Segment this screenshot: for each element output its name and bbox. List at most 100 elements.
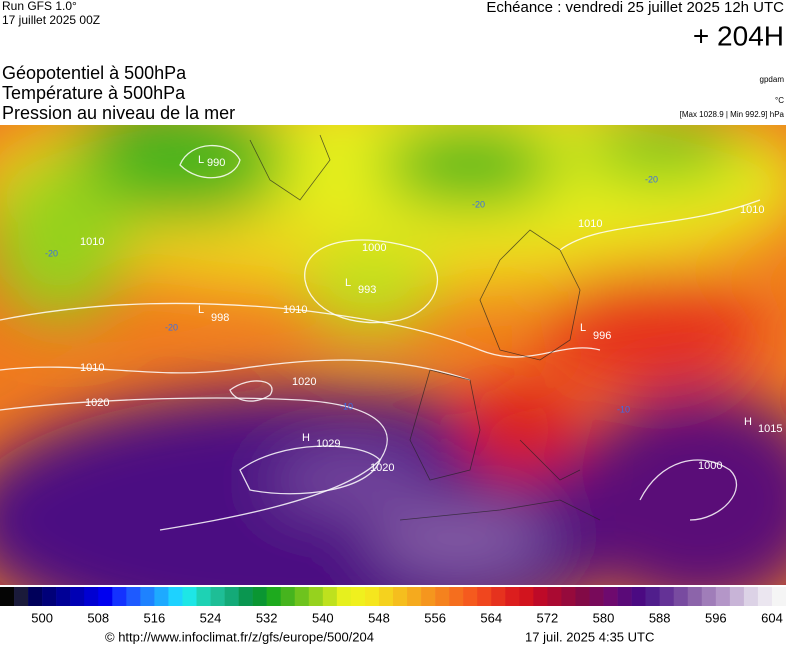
color-swatch [449, 587, 464, 606]
color-swatch [98, 587, 113, 606]
color-swatch [477, 587, 492, 606]
color-swatch [715, 587, 731, 606]
color-swatch [84, 587, 99, 606]
color-swatch [308, 587, 324, 606]
low-value: 990 [207, 157, 225, 169]
colorbar: 500 508 516 524 532 540 548 556 564 572 580 588 596 6… [0, 587, 786, 625]
color-swatch [743, 587, 759, 606]
color-swatch [757, 587, 773, 606]
color-swatch [126, 587, 141, 606]
color-swatch [252, 587, 267, 606]
color-swatch [561, 587, 576, 606]
color-swatch [168, 587, 183, 606]
color-swatch [322, 587, 338, 606]
color-swatch [28, 587, 43, 606]
low-letter: L [198, 154, 204, 166]
colorbar-label: 556 [424, 610, 446, 625]
high-letter: H [302, 432, 310, 444]
color-swatch [364, 587, 380, 606]
color-swatch [617, 587, 632, 606]
color-swatch [435, 587, 450, 606]
color-swatch [603, 587, 618, 606]
title: Pression au niveau de la mer [2, 103, 235, 123]
isotherm-label: -20 [645, 174, 658, 184]
isobar-label: 1010 [80, 236, 104, 248]
isotherm-label: -20 [165, 322, 178, 332]
colorbar-label: 596 [705, 610, 727, 625]
isotherm-label: -10 [340, 401, 353, 411]
colorbar-label: 540 [312, 610, 334, 625]
unit: gpdam [760, 75, 785, 84]
colorbar-label: 500 [31, 610, 53, 625]
source-url: © http://www.infoclimat.fr/z/gfs/europe/… [105, 629, 374, 644]
color-swatch [645, 587, 660, 606]
colorbar-label: 524 [200, 610, 222, 625]
title: Géopotentiel à 500hPa [2, 63, 187, 83]
generated: 17 juil. 2025 4:35 UTC [525, 629, 654, 644]
isotherm-label: -20 [472, 199, 485, 209]
colorbar-label: 548 [368, 610, 390, 625]
offset: + 204H [693, 20, 784, 51]
isobar-label: 1020 [85, 397, 109, 409]
color-swatch [659, 587, 675, 606]
colorbar-label: 588 [649, 610, 671, 625]
map: L 990 L 993 L 998 L 996 H 1029 H 1015 10… [0, 125, 786, 585]
color-swatch [14, 587, 29, 606]
color-swatch [266, 587, 282, 606]
color-swatch [575, 587, 590, 606]
color-swatch [70, 587, 85, 606]
color-swatch [42, 587, 57, 606]
color-swatch [224, 587, 239, 606]
color-swatch [294, 587, 310, 606]
color-swatch [350, 587, 366, 606]
colorbar-label: 572 [537, 610, 559, 625]
color-swatch [631, 587, 646, 606]
low-value: 998 [211, 312, 229, 324]
colorbar-label: 508 [87, 610, 109, 625]
color-swatch [491, 587, 506, 606]
color-swatch [463, 587, 478, 606]
color-swatch [505, 587, 520, 606]
isobar-label: 1020 [292, 376, 316, 388]
high-value: 1029 [316, 438, 340, 450]
color-swatch [421, 587, 436, 606]
low-letter: L [198, 304, 204, 316]
color-swatch [378, 587, 394, 606]
color-swatch [407, 587, 422, 606]
low-value: 993 [358, 284, 376, 296]
color-swatch [533, 587, 548, 606]
isobar-label: 1010 [740, 204, 764, 216]
high-value: 1015 [758, 423, 782, 435]
isobar-label: 1000 [698, 460, 722, 472]
color-swatch [196, 587, 211, 606]
colorbar-label: 604 [761, 610, 783, 625]
low-letter: L [345, 277, 351, 289]
title: Température à 500hPa [2, 83, 186, 103]
range: [Max 1028.9 | Min 992.9] hPa [680, 110, 785, 119]
isobar-label: 1010 [578, 218, 602, 230]
color-swatch [336, 587, 352, 606]
color-swatch [547, 587, 562, 606]
run: Run GFS 1.0° [2, 0, 77, 13]
color-swatch [154, 587, 169, 606]
color-swatch [280, 587, 296, 606]
color-swatch [112, 587, 127, 606]
color-swatch [140, 587, 155, 606]
color-swatch [729, 587, 745, 606]
unit: °C [775, 96, 784, 105]
color-swatch [687, 587, 703, 606]
colorbar-label: 564 [480, 610, 502, 625]
color-swatch [673, 587, 689, 606]
run-date: 17 juillet 2025 00Z [2, 13, 100, 27]
color-swatch [393, 587, 408, 606]
low-value: 996 [593, 330, 611, 342]
color-swatch [238, 587, 253, 606]
colorbar-label: 580 [593, 610, 615, 625]
color-swatch [182, 587, 197, 606]
color-swatch [519, 587, 534, 606]
colorbar-label: 532 [256, 610, 278, 625]
high-letter: H [744, 416, 752, 428]
isobar-label: 1000 [362, 242, 386, 254]
color-swatch [0, 587, 15, 606]
